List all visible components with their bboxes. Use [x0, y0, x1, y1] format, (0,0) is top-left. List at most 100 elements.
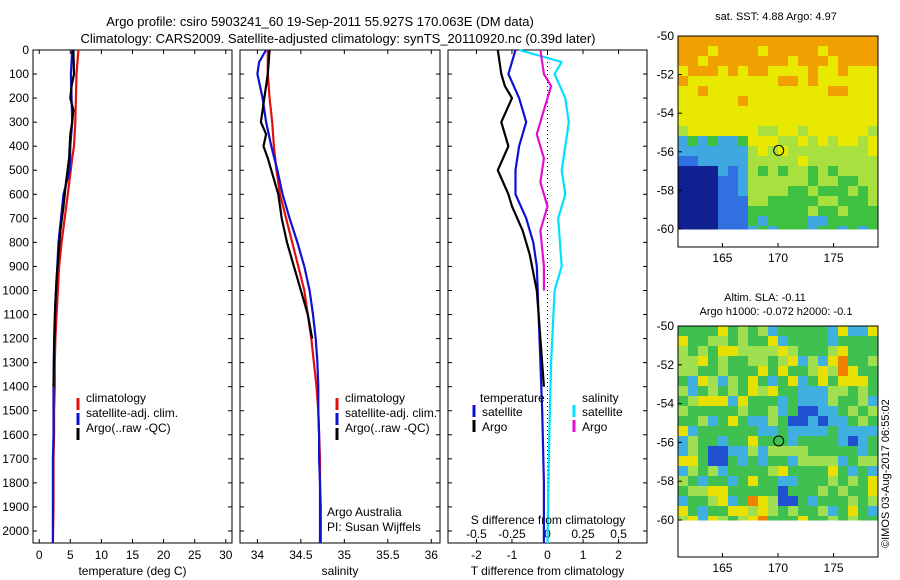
- map-cell: [688, 476, 699, 487]
- map-cell: [778, 176, 789, 187]
- map-cell: [768, 66, 779, 77]
- map-cell: [758, 496, 769, 507]
- y-tick-label: -58: [657, 474, 675, 488]
- map-cell: [818, 346, 829, 357]
- x-tick-label: -2: [471, 548, 482, 562]
- map-cell: [808, 166, 819, 177]
- map-cell: [838, 436, 849, 447]
- map-cell: [798, 96, 809, 107]
- map-cell: [838, 46, 849, 57]
- x-tick-label: 34: [251, 548, 265, 562]
- map-cell: [848, 386, 859, 397]
- map-cell: [778, 336, 789, 347]
- map-cell: [708, 486, 719, 497]
- map-cell: [758, 436, 769, 447]
- map-cell: [688, 366, 699, 377]
- map-cell: [728, 76, 739, 87]
- map-cell: [848, 106, 859, 117]
- map-cell: [768, 346, 779, 357]
- map-cell: [708, 146, 719, 157]
- map-cell: [828, 346, 839, 357]
- map-cell: [868, 416, 879, 427]
- map-cell: [718, 516, 729, 521]
- sla-map-panel: 165 170 175 -50 -52 -54 -56 -58 -60: [657, 319, 879, 575]
- figure-title-line2: Climatology: CARS2009. Satellite-adjuste…: [81, 31, 596, 46]
- map-cell: [848, 446, 859, 457]
- map-cell: [708, 116, 719, 127]
- map-cell: [718, 86, 729, 97]
- map-cell: [748, 176, 759, 187]
- map-cell: [778, 396, 789, 407]
- map-cell: [728, 386, 739, 397]
- map-cell: [688, 56, 699, 67]
- map-cell: [678, 176, 689, 187]
- map-cell: [758, 216, 769, 227]
- map-cell: [718, 446, 729, 457]
- map-cell: [678, 186, 689, 197]
- map-cell: [838, 486, 849, 497]
- map-cell: [768, 216, 779, 227]
- map-cell: [768, 516, 779, 521]
- map-cell: [718, 426, 729, 437]
- map-cell: [718, 116, 729, 127]
- map-cell: [798, 436, 809, 447]
- map-cell: [868, 336, 879, 347]
- map-cell: [788, 156, 799, 167]
- map-cell: [738, 336, 749, 347]
- map-cell: [868, 96, 879, 107]
- map-cell: [828, 336, 839, 347]
- map-cell: [778, 66, 789, 77]
- map-cell: [688, 486, 699, 497]
- map-cell: [698, 356, 709, 367]
- map-cell: [678, 406, 689, 417]
- map-cell: [828, 436, 839, 447]
- map-cell: [848, 376, 859, 387]
- map-cell: [788, 496, 799, 507]
- map-cell: [848, 336, 859, 347]
- map-cell: [738, 326, 749, 337]
- map-cell: [818, 436, 829, 447]
- map-cell: [678, 476, 689, 487]
- map-cell: [868, 496, 879, 507]
- map-cell: [848, 96, 859, 107]
- map-cell: [678, 116, 689, 127]
- map-cell: [758, 336, 769, 347]
- map-cell: [738, 376, 749, 387]
- map-cell: [728, 136, 739, 147]
- map-cell: [818, 476, 829, 487]
- map-cell: [798, 206, 809, 217]
- map-cell: [748, 516, 759, 521]
- map-cell: [828, 206, 839, 217]
- map-cell: [808, 36, 819, 47]
- map-cell: [838, 516, 849, 521]
- map-cell: [748, 406, 759, 417]
- map-cell: [778, 356, 789, 367]
- map-cell: [798, 416, 809, 427]
- map-cell: [698, 176, 709, 187]
- map-cell: [768, 486, 779, 497]
- map-cell: [758, 326, 769, 337]
- map-cell: [758, 386, 769, 397]
- map-cell: [868, 156, 879, 167]
- map-cell: [678, 96, 689, 107]
- map-cell: [728, 186, 739, 197]
- map-cell: [708, 86, 719, 97]
- map-cell: [708, 226, 719, 230]
- map-cell: [858, 226, 869, 230]
- map-cell: [788, 446, 799, 457]
- map-cell: [748, 486, 759, 497]
- map-cell: [838, 36, 849, 47]
- map-cell: [798, 76, 809, 87]
- map-cell: [738, 216, 749, 227]
- plot-frame: [447, 49, 648, 544]
- map-cell: [688, 186, 699, 197]
- map-cell: [708, 466, 719, 477]
- map-cell: [838, 406, 849, 417]
- map-cell: [798, 166, 809, 177]
- map-cell: [698, 326, 709, 337]
- map-cell: [688, 356, 699, 367]
- map-cell: [868, 436, 879, 447]
- map-cell: [728, 326, 739, 337]
- map-cell: [738, 196, 749, 207]
- map-cell: [868, 406, 879, 417]
